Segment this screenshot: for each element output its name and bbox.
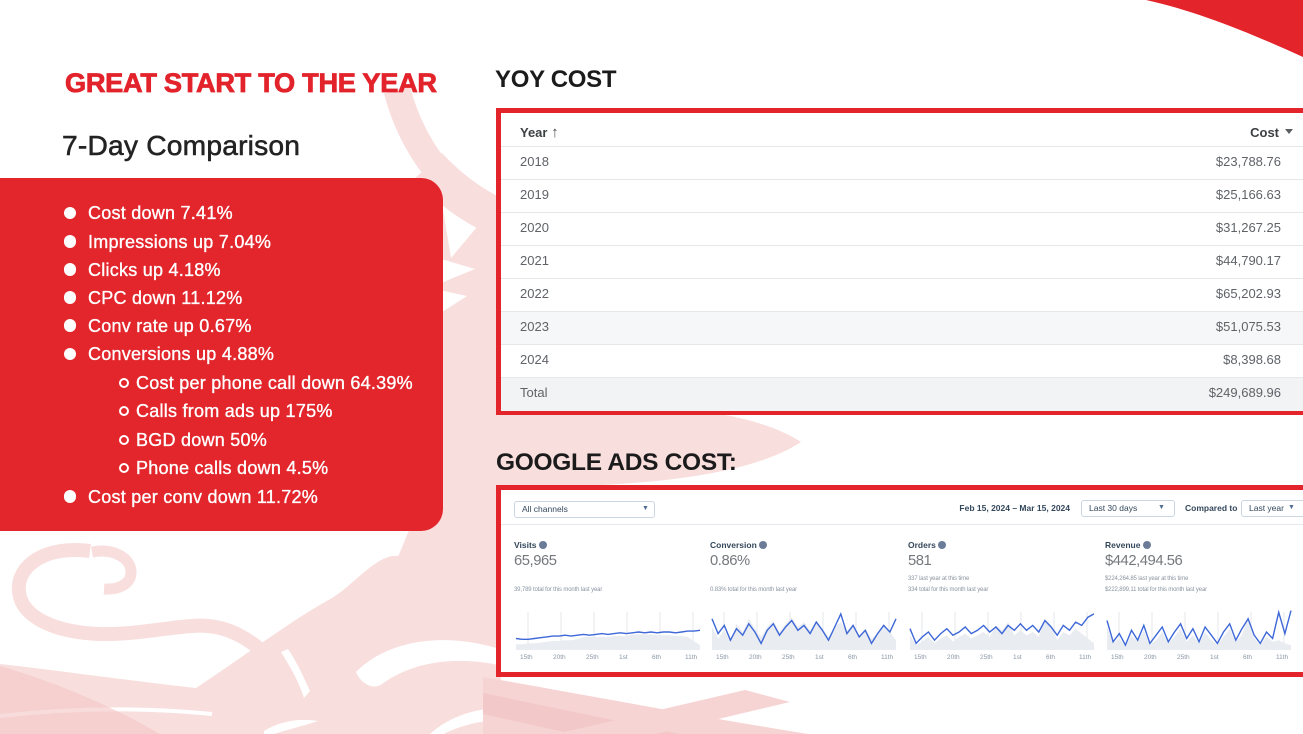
svg-text:25th: 25th: [586, 654, 599, 661]
svg-text:11th: 11th: [1276, 654, 1289, 661]
svg-text:1st: 1st: [619, 654, 628, 661]
svg-text:15th: 15th: [716, 654, 729, 661]
svg-text:11th: 11th: [685, 654, 698, 661]
svg-text:15th: 15th: [1111, 654, 1124, 661]
svg-text:25th: 25th: [782, 654, 795, 661]
svg-text:20th: 20th: [553, 654, 566, 661]
svg-text:6th: 6th: [1243, 654, 1252, 661]
svg-text:25th: 25th: [980, 654, 993, 661]
svg-text:20th: 20th: [749, 654, 762, 661]
svg-text:6th: 6th: [652, 654, 661, 661]
svg-text:20th: 20th: [1144, 654, 1157, 661]
svg-text:1st: 1st: [815, 654, 824, 661]
svg-text:6th: 6th: [1046, 654, 1055, 661]
svg-text:25th: 25th: [1177, 654, 1190, 661]
svg-text:20th: 20th: [947, 654, 960, 661]
svg-text:1st: 1st: [1013, 654, 1022, 661]
svg-text:11th: 11th: [881, 654, 894, 661]
svg-text:6th: 6th: [848, 654, 857, 661]
svg-text:1st: 1st: [1210, 654, 1219, 661]
svg-text:15th: 15th: [914, 654, 927, 661]
svg-text:11th: 11th: [1079, 654, 1092, 661]
svg-text:15th: 15th: [520, 654, 533, 661]
